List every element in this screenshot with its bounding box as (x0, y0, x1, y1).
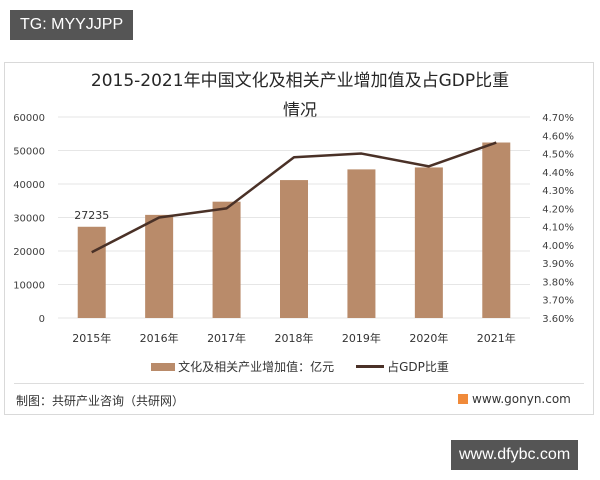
bar-data-label: 27235 (74, 209, 109, 222)
bar (347, 169, 376, 318)
y-right-tick: 3.60% (542, 314, 574, 325)
x-tick: 2017年 (207, 331, 246, 345)
x-tick: 2018年 (275, 331, 314, 345)
x-tick: 2020年 (409, 331, 448, 345)
footer-divider (14, 383, 584, 384)
bar (414, 167, 443, 318)
chart-title: 2015-2021年中国文化及相关产业增加值及占GDP比重 情况 (0, 66, 600, 126)
x-tick: 2016年 (140, 331, 179, 345)
y-right-tick: 4.70% (542, 113, 574, 124)
y-right-tick: 3.80% (542, 277, 574, 288)
chart-source: 制图：共研产业咨询（共研网） (16, 394, 185, 408)
legend-bar-label: 文化及相关产业增加值：亿元 (178, 360, 335, 374)
y-right-tick: 4.30% (542, 186, 574, 197)
bar (280, 180, 308, 318)
y-left-tick: 10000 (13, 281, 45, 292)
legend-line-swatch (356, 365, 385, 368)
bar (212, 201, 241, 318)
y-left-tick: 50000 (13, 147, 45, 158)
y-left-tick: 20000 (13, 247, 45, 258)
y-right-tick: 4.40% (542, 168, 574, 179)
x-tick: 2015年 (72, 331, 111, 345)
y-left-tick: 60000 (13, 113, 45, 124)
x-tick: 2021年 (477, 331, 516, 345)
site-credit: www.gonyn.com (458, 392, 571, 406)
bar (145, 214, 174, 318)
legend-item-line: 占GDP比重 (356, 358, 449, 375)
x-tick: 2019年 (342, 331, 381, 345)
y-right-tick: 4.10% (542, 223, 574, 234)
legend-line-label: 占GDP比重 (387, 360, 449, 374)
y-right-tick: 4.20% (542, 204, 574, 215)
chart-title-line2: 情况 (283, 101, 317, 121)
combo-chart: 0 10000 20000 30000 40000 50000 60000 3.60% 3.70… (13, 113, 574, 345)
y-left-tick: 40000 (13, 180, 45, 191)
legend-item-bar: 文化及相关产业增加值：亿元 (151, 358, 334, 375)
y-left-tick: 0 (39, 314, 45, 325)
gonyn-logo-icon (458, 394, 468, 404)
watermark-tag-bottom: www.dfybc.com (451, 440, 579, 470)
y-right-tick: 4.50% (542, 150, 574, 161)
legend-bar-swatch (151, 362, 176, 371)
chart-legend: 文化及相关产业增加值：亿元 占GDP比重 (0, 358, 600, 375)
chart-title-line1: 2015-2021年中国文化及相关产业增加值及占GDP比重 (90, 71, 510, 91)
watermark-tag-top: TG: MYYJJPP (10, 10, 134, 40)
y-right-tick: 4.60% (542, 131, 574, 142)
y-right-tick: 3.90% (542, 259, 574, 270)
site-credit-text: www.gonyn.com (472, 392, 571, 406)
y-left-tick: 30000 (13, 214, 45, 225)
y-right-tick: 3.70% (542, 296, 574, 307)
bar (482, 142, 511, 318)
gdp-share-line (91, 141, 497, 254)
y-right-tick: 4.00% (542, 241, 574, 252)
bar (77, 226, 106, 318)
